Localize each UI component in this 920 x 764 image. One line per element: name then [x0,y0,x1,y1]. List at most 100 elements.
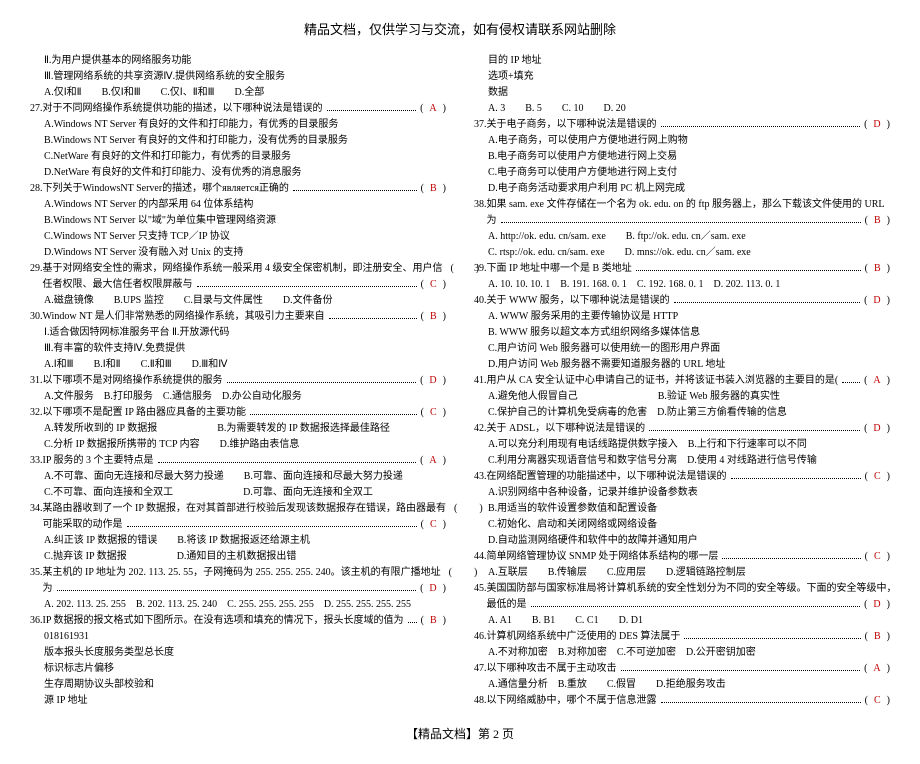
text-line: A.纠正该 IP 数据报的错误 B.将该 IP 数据报返还给源主机 [30,533,446,549]
text-line: Ⅱ.为用户提供基本的网络服务功能 [30,53,446,69]
text-line: C.用户访问 Web 服务器可以使用统一的图形用户界面 [474,341,890,357]
answer-paren: (C) [865,693,890,709]
text-line: D.电子商务活动要求用户利用 PC 机上网完成 [474,181,890,197]
answer-paren: (C) [421,277,446,293]
question-line: 41.用户从 CA 安全认证中心申请自己的证书，并将该证书装入浏览器的主要目的是… [474,373,890,389]
answer-paren: (C) [865,469,890,485]
answer-letter: B [430,183,437,194]
leader-dots [661,117,861,127]
text-line: A.不可靠、面向无连接和尽最大努力投递 B.可靠、面向连接和尽最大努力投递 [30,469,446,485]
answer-letter: C [874,471,881,482]
answer-paren: (D) [420,373,446,389]
answer-letter: D [873,119,880,130]
text-line: A.仅Ⅰ和Ⅱ B.仅Ⅰ和Ⅲ C.仅Ⅰ、Ⅱ和Ⅲ D.全部 [30,85,446,101]
content-columns: Ⅱ.为用户提供基本的网络服务功能Ⅲ.管理网络系统的共享资源Ⅳ.提供网络系统的安全… [30,53,890,709]
text-line: B. WWW 服务以超文本方式组织网络多媒体信息 [474,325,890,341]
question-line: 43.在网络配置管理的功能描述中，以下哪种说法是错误的(C) [474,469,890,485]
text-line: A.通信量分析 B.重放 C.假冒 D.拒绝服务攻击 [474,677,890,693]
answer-paren: (B) [421,309,446,325]
answer-paren: (D) [864,421,890,437]
text-line: C.不可靠、面向连接和全双工 D.可靠、面向无连接和全双工 [30,485,446,501]
leader-dots [329,309,417,319]
text-line: A.互联层 B.传输层 C.应用层 D.逻辑链路控制层 [474,565,890,581]
text-line: 源 IP 地址 [30,693,446,709]
question-text: 36.IP 数据报的报文格式如下图所示。在没有选项和填充的情况下，报头长度域的值… [30,613,404,629]
question-text: 41.用户从 CA 安全认证中心申请自己的证书，并将该证书装入浏览器的主要目的是… [474,373,838,389]
text-line: C.分析 IP 数据报所携带的 TCP 内容 D.维护路由表信息 [30,437,446,453]
answer-letter: B [874,263,881,274]
text-line: D.NetWare 有良好的文件和打印能力、没有优秀的消息服务 [30,165,446,181]
question-line: 48.以下网络威胁中，哪个不属于信息泄露(C) [474,693,890,709]
text-line: C.初始化、启动和关闭网络或网络设备 [474,517,890,533]
question-line: 任者权限、最大信任者权限屏蔽与(C) [30,277,446,293]
text-line: 38.如果 sam. exe 文件存储在一个名为 ok. edu. on 的 f… [474,197,890,213]
text-line: Ⅲ.有丰富的软件支持Ⅳ.免费提供 [30,341,446,357]
answer-letter: C [430,407,437,418]
text-line: B.Windows NT Server 有良好的文件和打印能力，没有优秀的目录服… [30,133,446,149]
answer-paren: (D) [864,597,890,613]
answer-letter: D [873,599,880,610]
answer-letter: D [873,295,880,306]
text-line: C.抛弃该 IP 数据报 D.通知目的主机数据报出错 [30,549,446,565]
text-line: A.Windows NT Server 的内部采用 64 位体系结构 [30,197,446,213]
question-line: 44.简单网络管理协议 SNMP 处于网络体系结构的哪一层(C) [474,549,890,565]
leader-dots [408,613,417,623]
question-text: 30.Window NT 是人们非常熟悉的网络操作系统，其吸引力主要来自 [30,309,325,325]
answer-paren: (A) [864,661,890,677]
leader-dots [674,293,860,303]
leader-dots [621,661,861,671]
question-text: 34.某路由器收到了一个 IP 数据报，在对其首部进行校验后发现该数据报存在错误… [30,501,446,517]
question-text: 27.对于不同网络操作系统提供功能的描述，以下哪种说法是错误的 [30,101,323,117]
question-line: 46.计算机网络系统中广泛使用的 DES 算法属于 (B) [474,629,890,645]
leader-dots [250,405,417,415]
answer-letter: D [873,423,880,434]
question-line: 36.IP 数据报的报文格式如下图所示。在没有选项和填充的情况下，报头长度域的值… [30,613,446,629]
answer-letter: B [874,631,881,642]
question-line: 最低的是 (D) [474,597,890,613]
question-text: 35.某主机的 IP 地址为 202. 113. 25. 55，子网掩码为 25… [30,565,441,581]
question-line: 为(B) [474,213,890,229]
text-line: A. 10. 10. 10. 1 B. 191. 168. 0. 1 C. 19… [474,277,890,293]
text-line: A.可以充分利用现有电话线路提供数字接入 B.上行和下行速率可以不同 [474,437,890,453]
text-line: D.Windows NT Server 没有融入对 Unix 的支持 [30,245,446,261]
text-line: B.电子商务可以使用户方便地进行网上交易 [474,149,890,165]
answer-paren: (A) [420,453,446,469]
answer-letter: C [874,695,881,706]
text-line: A.Windows NT Server 有良好的文件和打印能力，有优秀的目录服务 [30,117,446,133]
question-line: 32.以下哪项不是配置 IP 路由器应具备的主要功能(C) [30,405,446,421]
answer-letter: C [430,519,437,530]
question-text: 为 [30,581,53,597]
question-line: 37.关于电子商务，以下哪种说法是错误的(D) [474,117,890,133]
answer-letter: C [874,551,881,562]
leader-dots [127,517,417,527]
question-line: 30.Window NT 是人们非常熟悉的网络操作系统，其吸引力主要来自 (B) [30,309,446,325]
text-line: A.Ⅰ和Ⅲ B.Ⅰ和Ⅱ C.Ⅱ和Ⅲ D.Ⅲ和Ⅳ [30,357,446,373]
text-line: D.自动监测网络硬件和软件中的故障并通知用户 [474,533,890,549]
question-line: 31.以下哪项不是对网络操作系统提供的服务(D) [30,373,446,389]
leader-dots [158,453,417,463]
leader-dots [636,261,861,271]
text-line: A. http://ok. edu. cn/sam. exe B. ftp://… [474,229,890,245]
answer-paren: (D) [864,293,890,309]
answer-letter: B [430,615,437,626]
page-footer: 【精品文档】第 2 页 [30,725,890,744]
text-line: C. rtsp://ok. edu. cn/sam. exe D. mns://… [474,245,890,261]
question-text: 37.关于电子商务，以下哪种说法是错误的 [474,117,657,133]
question-text: 32.以下哪项不是配置 IP 路由器应具备的主要功能 [30,405,246,421]
leader-dots [649,421,860,431]
answer-letter: C [430,279,437,290]
page-header: 精品文档，仅供学习与交流，如有侵权请联系网站删除 [30,20,890,41]
answer-paren: (B) [865,629,890,645]
leader-dots [327,101,417,111]
answer-paren: (C) [865,549,890,565]
question-text: 46.计算机网络系统中广泛使用的 DES 算法属于 [474,629,680,645]
text-line: 45.美国国防部与国家标准局将计算机系统的安全性划分为不同的安全等级。下面的安全… [474,581,890,597]
question-text: 最低的是 [474,597,527,613]
question-text: 可能采取的动作是 [30,517,123,533]
text-line: A.避免他人假冒自己 B.验证 Web 服务器的真实性 [474,389,890,405]
text-line: 目的 IP 地址 [474,53,890,69]
answer-paren: (B) [865,261,890,277]
answer-letter [458,567,468,578]
answer-letter: A [873,663,880,674]
text-line: A. A1 B. B1 C. C1 D. D1 [474,613,890,629]
